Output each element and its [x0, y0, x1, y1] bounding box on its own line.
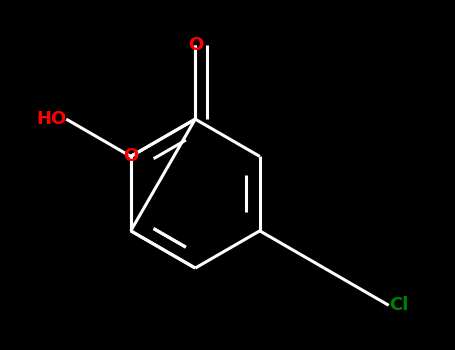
Text: O: O — [123, 147, 138, 166]
Text: Cl: Cl — [389, 296, 408, 314]
Text: HO: HO — [36, 110, 66, 128]
Text: O: O — [187, 36, 203, 54]
